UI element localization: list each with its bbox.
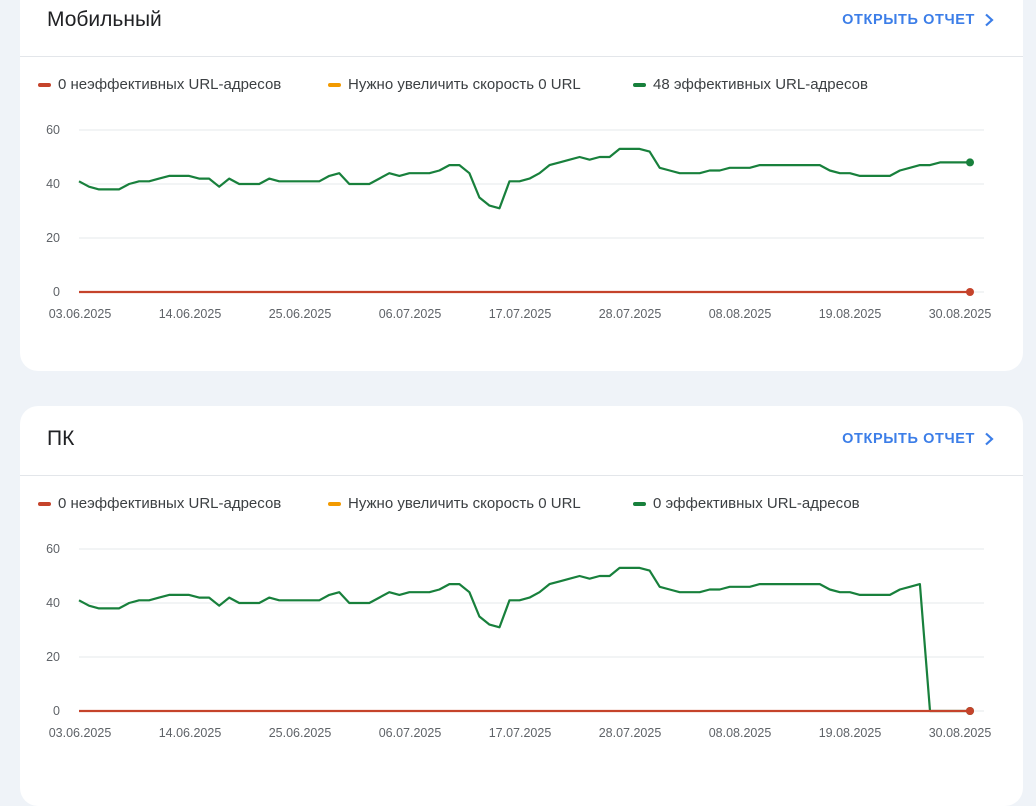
chevron-right-icon [983,432,995,446]
series-end-point [966,158,974,167]
legend-swatch [38,82,51,87]
line-chart: 0 20 40 60 03.06.2025 14.06.2025 25.06.2025 06.… [46,542,992,740]
y-tick-label: 60 [46,123,60,137]
x-tick-label: 17.07.2025 [489,726,552,740]
y-tick-label: 20 [46,231,60,245]
card-title: Мобильный [47,8,162,31]
mobile-report-card: Мобильный ОТКРЫТЬ ОТЧЕТ 0 неэффективных … [20,0,1023,371]
chart-legend: 0 неэффективных URL-адресов Нужно увелич… [38,76,868,93]
series-end-point [966,288,974,296]
x-tick-label: 14.06.2025 [159,726,222,740]
y-tick-label: 20 [46,650,60,664]
x-tick-label: 08.08.2025 [709,307,772,321]
x-tick-label: 06.07.2025 [379,726,442,740]
legend-swatch [38,501,51,506]
legend-label: 0 неэффективных URL-адресов [58,495,282,512]
x-tick-label: 03.06.2025 [49,307,112,321]
legend-item-good[interactable]: 0 эффективных URL-адресов [633,495,860,512]
x-tick-label: 28.07.2025 [599,307,662,321]
legend-swatch [328,82,341,87]
pc-report-card: ПК ОТКРЫТЬ ОТЧЕТ 0 неэффективных URL-адр… [20,406,1023,806]
legend-item-needs-improvement[interactable]: Нужно увеличить скорость 0 URL [328,76,633,93]
open-report-button[interactable]: ОТКРЫТЬ ОТЧЕТ [842,12,995,28]
chart-legend: 0 неэффективных URL-адресов Нужно увелич… [38,495,860,512]
x-tick-label: 08.08.2025 [709,726,772,740]
series-end-point [966,707,974,715]
legend-label: Нужно увеличить скорость 0 URL [348,495,581,512]
legend-label: 48 эффективных URL-адресов [653,76,868,93]
x-tick-label: 03.06.2025 [49,726,112,740]
open-report-label: ОТКРЫТЬ ОТЧЕТ [842,12,975,28]
open-report-button[interactable]: ОТКРЫТЬ ОТЧЕТ [842,431,995,447]
legend-item-poor[interactable]: 0 неэффективных URL-адресов [38,495,328,512]
x-tick-label: 25.06.2025 [269,726,332,740]
legend-label: 0 неэффективных URL-адресов [58,76,282,93]
y-tick-label: 40 [46,596,60,610]
y-tick-label: 0 [53,704,60,718]
card-title: ПК [47,427,75,450]
legend-label: Нужно увеличить скорость 0 URL [348,76,581,93]
open-report-label: ОТКРЫТЬ ОТЧЕТ [842,431,975,447]
chevron-right-icon [983,13,995,27]
x-tick-label: 30.08.2025 [929,726,992,740]
y-tick-label: 60 [46,542,60,556]
divider [20,56,1023,57]
x-tick-label: 19.08.2025 [819,307,882,321]
line-chart: 0 20 40 60 03.06.2025 14.06.2025 25.06.2025 06.… [46,123,992,321]
series-line [78,566,970,713]
x-tick-label: 17.07.2025 [489,307,552,321]
legend-item-poor[interactable]: 0 неэффективных URL-адресов [38,76,328,93]
legend-label: 0 эффективных URL-адресов [653,495,860,512]
x-tick-label: 30.08.2025 [929,307,992,321]
x-tick-label: 06.07.2025 [379,307,442,321]
x-tick-label: 28.07.2025 [599,726,662,740]
legend-item-good[interactable]: 48 эффективных URL-адресов [633,76,868,93]
legend-swatch [633,501,646,506]
legend-item-needs-improvement[interactable]: Нужно увеличить скорость 0 URL [328,495,633,512]
y-tick-label: 0 [53,285,60,299]
x-tick-label: 19.08.2025 [819,726,882,740]
divider [20,475,1023,476]
y-tick-label: 40 [46,177,60,191]
x-tick-label: 14.06.2025 [159,307,222,321]
x-tick-label: 25.06.2025 [269,307,332,321]
legend-swatch [633,82,646,87]
series-line [78,147,970,210]
legend-swatch [328,501,341,506]
